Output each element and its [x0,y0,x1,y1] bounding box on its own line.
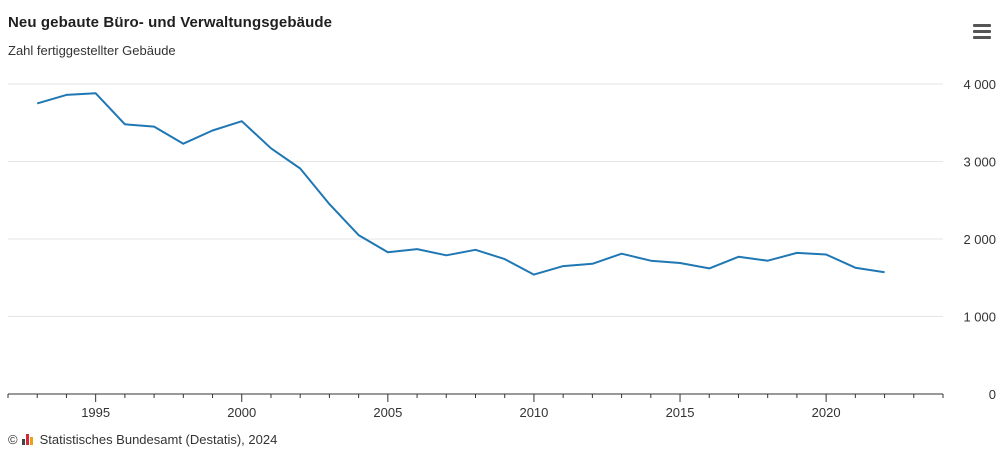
series-line [36,92,885,276]
data-point [588,260,596,268]
grid-lines [8,83,943,317]
data-point [881,268,889,276]
data-point [793,249,801,257]
series-group [33,89,889,279]
chart-subtitle: Zahl fertiggestellter Gebäude [8,43,176,58]
data-point [121,120,129,128]
x-axis-tick-labels: 1995 2000 2005 2010 2015 2020 [81,405,840,420]
data-point [179,140,187,148]
x-tick-label: 2005 [373,405,402,420]
y-tick-label: 4 000 [963,77,996,92]
chart-title: Neu gebaute Büro- und Verwaltungsgebäude [8,14,333,31]
data-point [92,89,100,97]
source-footer: © Statistisches Bundesamt (Destatis), 20… [8,432,277,447]
data-point [851,264,859,272]
data-point [267,144,275,152]
x-tick-label: 2020 [812,405,841,420]
x-axis [7,393,944,402]
data-point [472,246,480,254]
y-axis-tick-labels: 0 1 000 2 000 3 000 4 000 [963,77,996,402]
x-tick-label: 2000 [227,405,256,420]
line-chart: 0 1 000 2 000 3 000 4 000 1995 2000 2005 2010 20… [7,77,996,420]
data-point [734,253,742,261]
data-point [822,251,830,259]
data-point [325,200,333,208]
y-tick-label: 1 000 [963,310,996,325]
data-point [559,262,567,270]
hamburger-menu-icon[interactable] [973,24,991,40]
data-point [384,248,392,256]
data-point [442,251,450,259]
x-tick-label: 2010 [519,405,548,420]
source-text: Statistisches Bundesamt (Destatis), 2024 [39,432,278,447]
data-point [238,117,246,125]
data-point [62,91,70,99]
data-point [676,259,684,267]
x-tick-label: 2015 [666,405,695,420]
data-point [530,271,538,279]
data-point [33,99,41,107]
data-point [705,264,713,272]
data-point [150,123,158,131]
data-point [355,231,363,239]
destatis-logo-icon [21,434,36,445]
x-tick-label: 1995 [81,405,110,420]
y-tick-label: 2 000 [963,232,996,247]
data-point [764,257,772,265]
data-point [647,257,655,265]
copyright-symbol: © [8,432,18,447]
data-point [618,250,626,258]
data-point [501,255,509,263]
data-point [413,245,421,253]
y-tick-label: 3 000 [963,155,996,170]
y-tick-label: 0 [989,387,996,402]
data-point [296,164,304,172]
data-point [209,127,217,135]
